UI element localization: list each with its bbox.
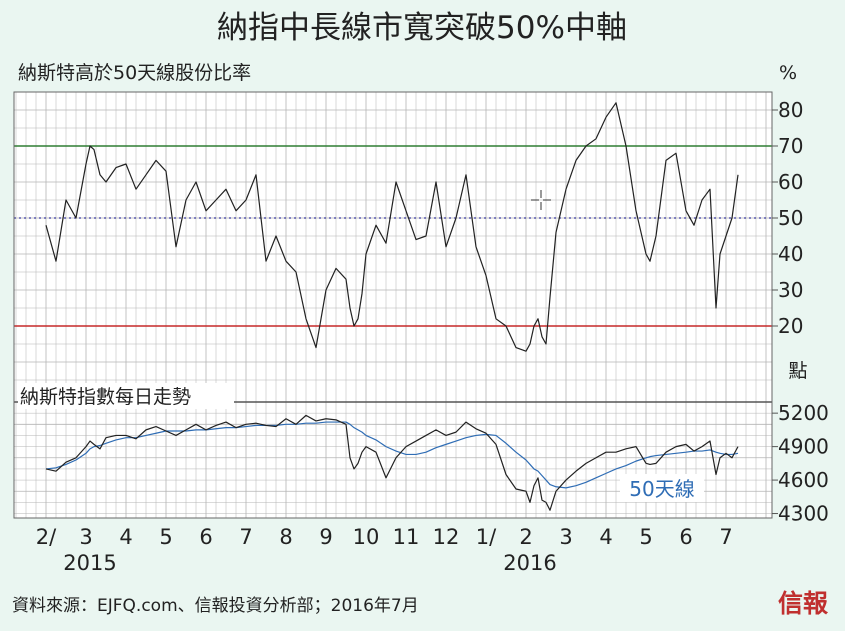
panel-title-index: 納斯特指數每日走勢: [20, 386, 191, 408]
y-tick-label: 70: [778, 134, 803, 158]
x-year-label: 2016: [503, 551, 556, 575]
y-tick-label: 4900: [778, 435, 829, 459]
x-tick-label: 2/: [36, 525, 57, 549]
y-tick-label: 80: [778, 98, 803, 122]
series-lines: [45, 102, 739, 511]
x-tick-label: 4: [119, 525, 132, 549]
x-tick-label: 2: [519, 525, 532, 549]
x-tick-label: 7: [239, 525, 252, 549]
x-tick-label: 7: [719, 525, 732, 549]
y-axis-top: 20 30 40 50 60 70 80: [772, 98, 803, 338]
panel-title-index-bg: [18, 383, 234, 409]
x-tick-label: 12: [433, 525, 460, 549]
x-tick-label: 10: [353, 525, 380, 549]
x-year-label: 2015: [63, 551, 116, 575]
ma50-series-line: [45, 421, 739, 489]
ma-label-bg: [620, 474, 704, 502]
y-tick-label: 50: [778, 206, 803, 230]
x-tick-label: 3: [79, 525, 92, 549]
y-axis-bottom: 4300 4600 4900 5200: [772, 401, 829, 526]
y-tick-label: 5200: [778, 401, 829, 425]
x-tick-label: 9: [319, 525, 332, 549]
panel-title-breadth: 納斯特高於50天線股份比率: [18, 62, 251, 84]
x-tick-label: 8: [279, 525, 292, 549]
y-tick-label: 60: [778, 170, 803, 194]
unit-points: 點: [788, 360, 807, 382]
x-tick-label: 11: [393, 525, 420, 549]
chart-title: 納指中長線市寬突破50%中軸: [217, 10, 627, 46]
plot-frame: [13, 91, 773, 519]
x-tick-label: 6: [679, 525, 692, 549]
x-tick-label: 5: [159, 525, 172, 549]
newspaper-logo: 信報: [778, 589, 829, 618]
breadth-series-line: [45, 102, 739, 352]
x-tick-label: 5: [639, 525, 652, 549]
x-tick-label: 4: [599, 525, 612, 549]
y-tick-label: 20: [778, 314, 803, 338]
y-tick-label: 4300: [778, 502, 829, 526]
reference-lines: [14, 145, 772, 327]
source-note: 資料來源：EJFQ.com、信報投資分析部；2016年7月: [12, 596, 419, 616]
crosshair-cursor-icon: [531, 190, 551, 210]
ma-series-label: 50天線: [629, 477, 694, 501]
x-axis: 2/3 4 5 6 7 8 9 10 11 12 1/2 3 4 5 6 7 2015 2016: [36, 525, 733, 575]
x-tick-label: 3: [559, 525, 572, 549]
x-tick-label: 1/: [476, 525, 497, 549]
x-tick-label: 6: [199, 525, 212, 549]
unit-percent: %: [779, 62, 797, 84]
plot-area-background: [14, 92, 772, 518]
y-tick-label: 4600: [778, 468, 829, 492]
index-series-line: [45, 414, 739, 511]
y-tick-label: 40: [778, 242, 803, 266]
y-tick-label: 30: [778, 278, 803, 302]
